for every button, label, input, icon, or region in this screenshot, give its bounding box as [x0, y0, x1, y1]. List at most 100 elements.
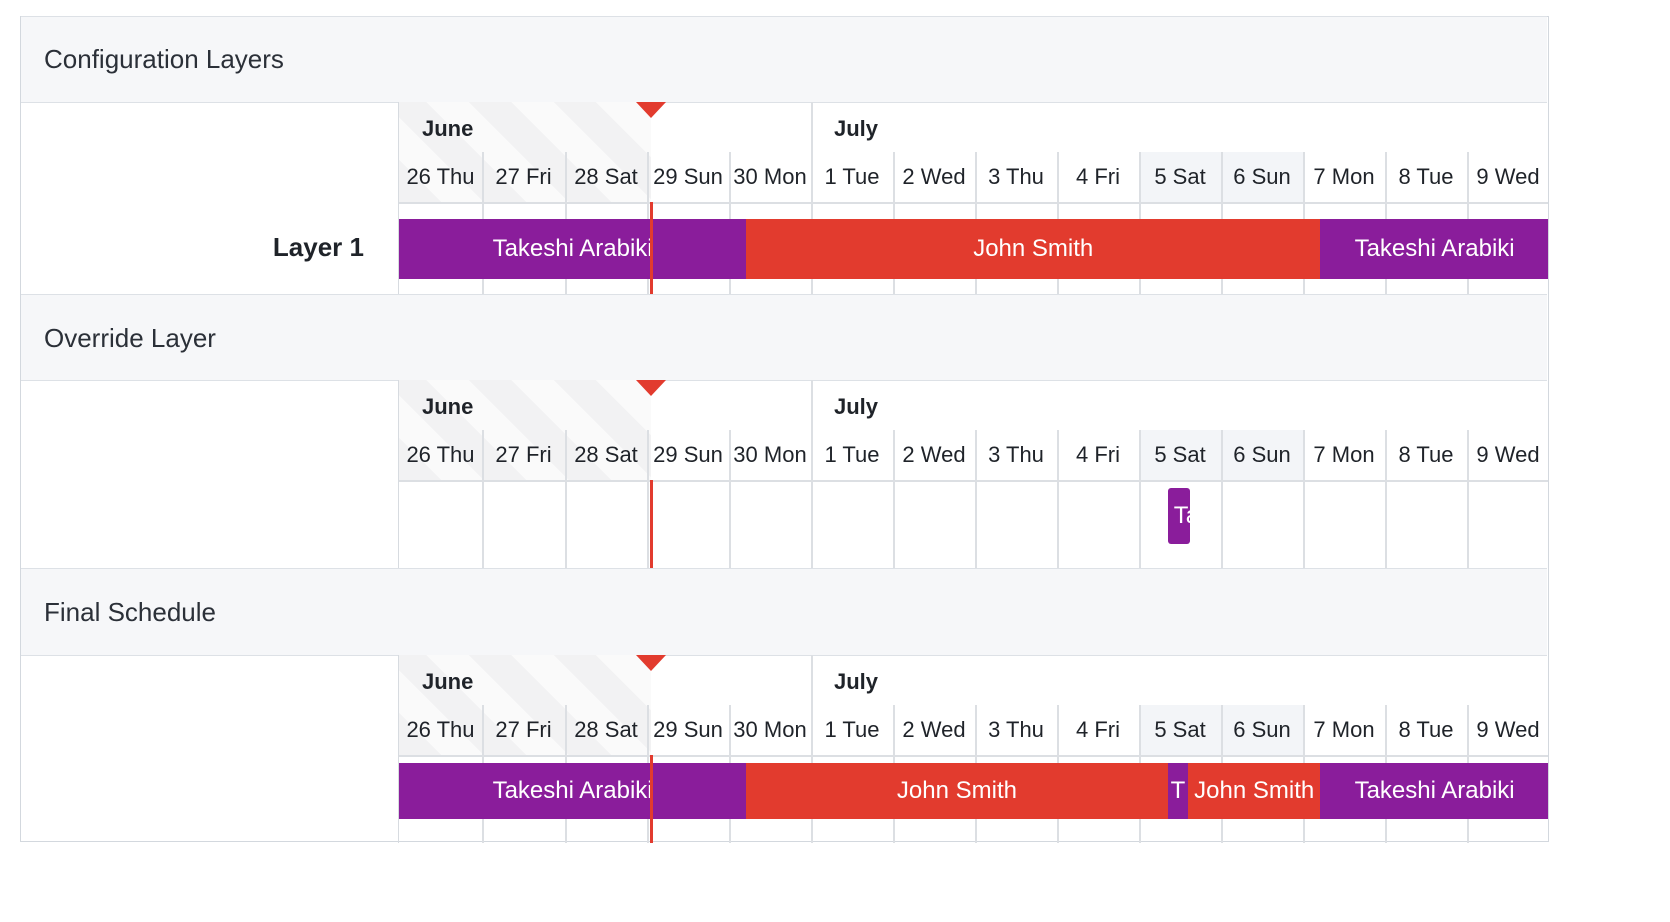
month-label: July: [834, 116, 879, 141]
day-label: 2 Wed: [902, 164, 966, 189]
override-layer-header: Override Layer: [21, 294, 1547, 381]
shift-bar[interactable]: Takeshi Arabiki: [399, 763, 747, 819]
day-column-line: [1385, 430, 1387, 568]
day-label: 29 Sun: [653, 164, 723, 189]
day-label: 5 Sat: [1154, 717, 1206, 742]
day-label: 28 Sat: [574, 442, 638, 467]
day-column-line: [893, 430, 895, 568]
schedule-panel: Configuration Layers Layer 1 June July 26 Th…: [20, 15, 1549, 843]
day-label: 3 Thu: [988, 164, 1044, 189]
day-label: 8 Tue: [1398, 164, 1454, 189]
day-label: 9 Wed: [1476, 164, 1540, 189]
day-label: 28 Sat: [574, 717, 638, 742]
current-time-marker-icon: [636, 102, 666, 118]
day-label: 7 Mon: [1313, 164, 1375, 189]
current-time-marker-icon: [636, 655, 666, 671]
day-label: 6 Sun: [1233, 717, 1291, 742]
day-label: 7 Mon: [1313, 717, 1375, 742]
month-divider: [811, 102, 813, 154]
past-period-shade: [399, 655, 651, 755]
month-label: June: [422, 394, 474, 419]
weekend-shade: [1139, 705, 1221, 755]
section-title: Final Schedule: [44, 597, 216, 627]
current-time-line: [650, 480, 653, 568]
day-column-line: [1139, 430, 1141, 568]
past-period-shade: [399, 380, 651, 480]
shift-bar[interactable]: Takeshi Arabiki: [1320, 219, 1548, 279]
past-period-shade: [399, 102, 651, 202]
month-label: July: [834, 669, 879, 694]
day-column-line: [565, 430, 567, 568]
final-schedule-header: Final Schedule: [21, 568, 1547, 656]
day-label: 6 Sun: [1233, 442, 1291, 467]
day-label: 27 Fri: [495, 164, 552, 189]
axis-line: [399, 755, 1548, 757]
shift-bar[interactable]: John Smith: [746, 219, 1321, 279]
day-label: 26 Thu: [406, 717, 475, 742]
day-label: 4 Fri: [1076, 442, 1120, 467]
shift-bar[interactable]: John Smith: [1188, 763, 1321, 819]
day-label: 5 Sat: [1154, 442, 1206, 467]
section-title: Configuration Layers: [44, 44, 284, 74]
month-label: June: [422, 669, 474, 694]
row-label: Layer 1: [272, 232, 364, 262]
day-label: 3 Thu: [988, 717, 1044, 742]
axis-line: [399, 202, 1548, 204]
day-label: 3 Thu: [988, 442, 1044, 467]
override-layer-timeline: June July 26 Thu 27 Fri 28 Sat 29 Sun 30 Mon 1 …: [398, 380, 1548, 568]
day-column-line: [1057, 430, 1059, 568]
day-label: 27 Fri: [495, 717, 552, 742]
day-label: 26 Thu: [406, 442, 475, 467]
day-label: 26 Thu: [406, 164, 475, 189]
day-label: 9 Wed: [1476, 442, 1540, 467]
month-divider: [811, 380, 813, 432]
weekend-shade: [1221, 152, 1303, 202]
configuration-layers-timeline: June July 26 Thu 27 Fri 28 Sat 29 Sun 30 Mon 1 …: [398, 102, 1548, 294]
day-label: 27 Fri: [495, 442, 552, 467]
shift-bar[interactable]: Takeshi Arabiki: [1320, 763, 1548, 819]
day-column-line: [1221, 430, 1223, 568]
month-label: July: [834, 394, 879, 419]
day-column-line: [729, 430, 731, 568]
day-label: 29 Sun: [653, 717, 723, 742]
day-label: 1 Tue: [824, 717, 880, 742]
final-schedule-timeline: June July 26 Thu 27 Fri 28 Sat 29 Sun 30 Mon 1 …: [398, 655, 1548, 843]
day-label: 29 Sun: [653, 442, 723, 467]
day-label: 2 Wed: [902, 717, 966, 742]
day-label: 1 Tue: [824, 442, 880, 467]
weekend-shade: [1139, 152, 1221, 202]
section-title: Override Layer: [44, 322, 216, 353]
current-time-marker-icon: [636, 380, 666, 396]
weekend-shade: [1139, 430, 1221, 480]
day-label: 1 Tue: [824, 164, 880, 189]
day-label: 28 Sat: [574, 164, 638, 189]
weekend-shade: [1221, 430, 1303, 480]
shift-bar[interactable]: John Smith: [746, 763, 1168, 819]
day-label: 8 Tue: [1398, 717, 1454, 742]
day-column-line: [647, 430, 649, 568]
day-label: 2 Wed: [902, 442, 966, 467]
day-column-line: [975, 430, 977, 568]
day-column-line: [1467, 430, 1469, 568]
configuration-layers-header: Configuration Layers: [21, 15, 1547, 103]
day-column-line: [482, 430, 484, 568]
weekend-shade: [1221, 705, 1303, 755]
day-label: 30 Mon: [733, 717, 807, 742]
day-column-line: [811, 430, 813, 568]
shift-bar[interactable]: T: [1167, 763, 1189, 819]
shift-bar[interactable]: Ta: [1167, 488, 1190, 544]
day-label: 4 Fri: [1076, 164, 1120, 189]
current-time-line: [650, 202, 653, 294]
day-column-line: [1303, 430, 1305, 568]
day-label: 7 Mon: [1313, 442, 1375, 467]
month-label: June: [422, 116, 474, 141]
day-label: 8 Tue: [1398, 442, 1454, 467]
month-divider: [811, 655, 813, 707]
day-label: 5 Sat: [1154, 164, 1206, 189]
current-time-line: [650, 755, 653, 843]
day-label: 30 Mon: [733, 442, 807, 467]
day-label: 6 Sun: [1233, 164, 1291, 189]
axis-line: [399, 480, 1548, 482]
day-label: 9 Wed: [1476, 717, 1540, 742]
shift-bar[interactable]: Takeshi Arabiki: [399, 219, 747, 279]
